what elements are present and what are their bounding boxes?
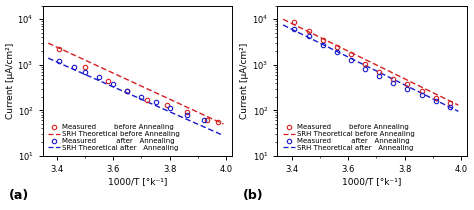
Y-axis label: Current [μA/cm²]: Current [μA/cm²] [6, 43, 15, 119]
Legend: Measured        before Annealing, SRH Theoretical before Annealing, Measured    : Measured before Annealing, SRH Theoretic… [47, 124, 181, 152]
Text: (b): (b) [243, 189, 264, 202]
Text: (a): (a) [9, 189, 29, 202]
X-axis label: 1000/T [°k⁻¹]: 1000/T [°k⁻¹] [108, 177, 167, 186]
Y-axis label: Current [μA/cm²]: Current [μA/cm²] [240, 43, 249, 119]
Legend: Measured        before Annealing, SRH Theoretical before Annealing, Measured    : Measured before Annealing, SRH Theoretic… [282, 124, 416, 152]
X-axis label: 1000/T [°k⁻¹]: 1000/T [°k⁻¹] [343, 177, 402, 186]
